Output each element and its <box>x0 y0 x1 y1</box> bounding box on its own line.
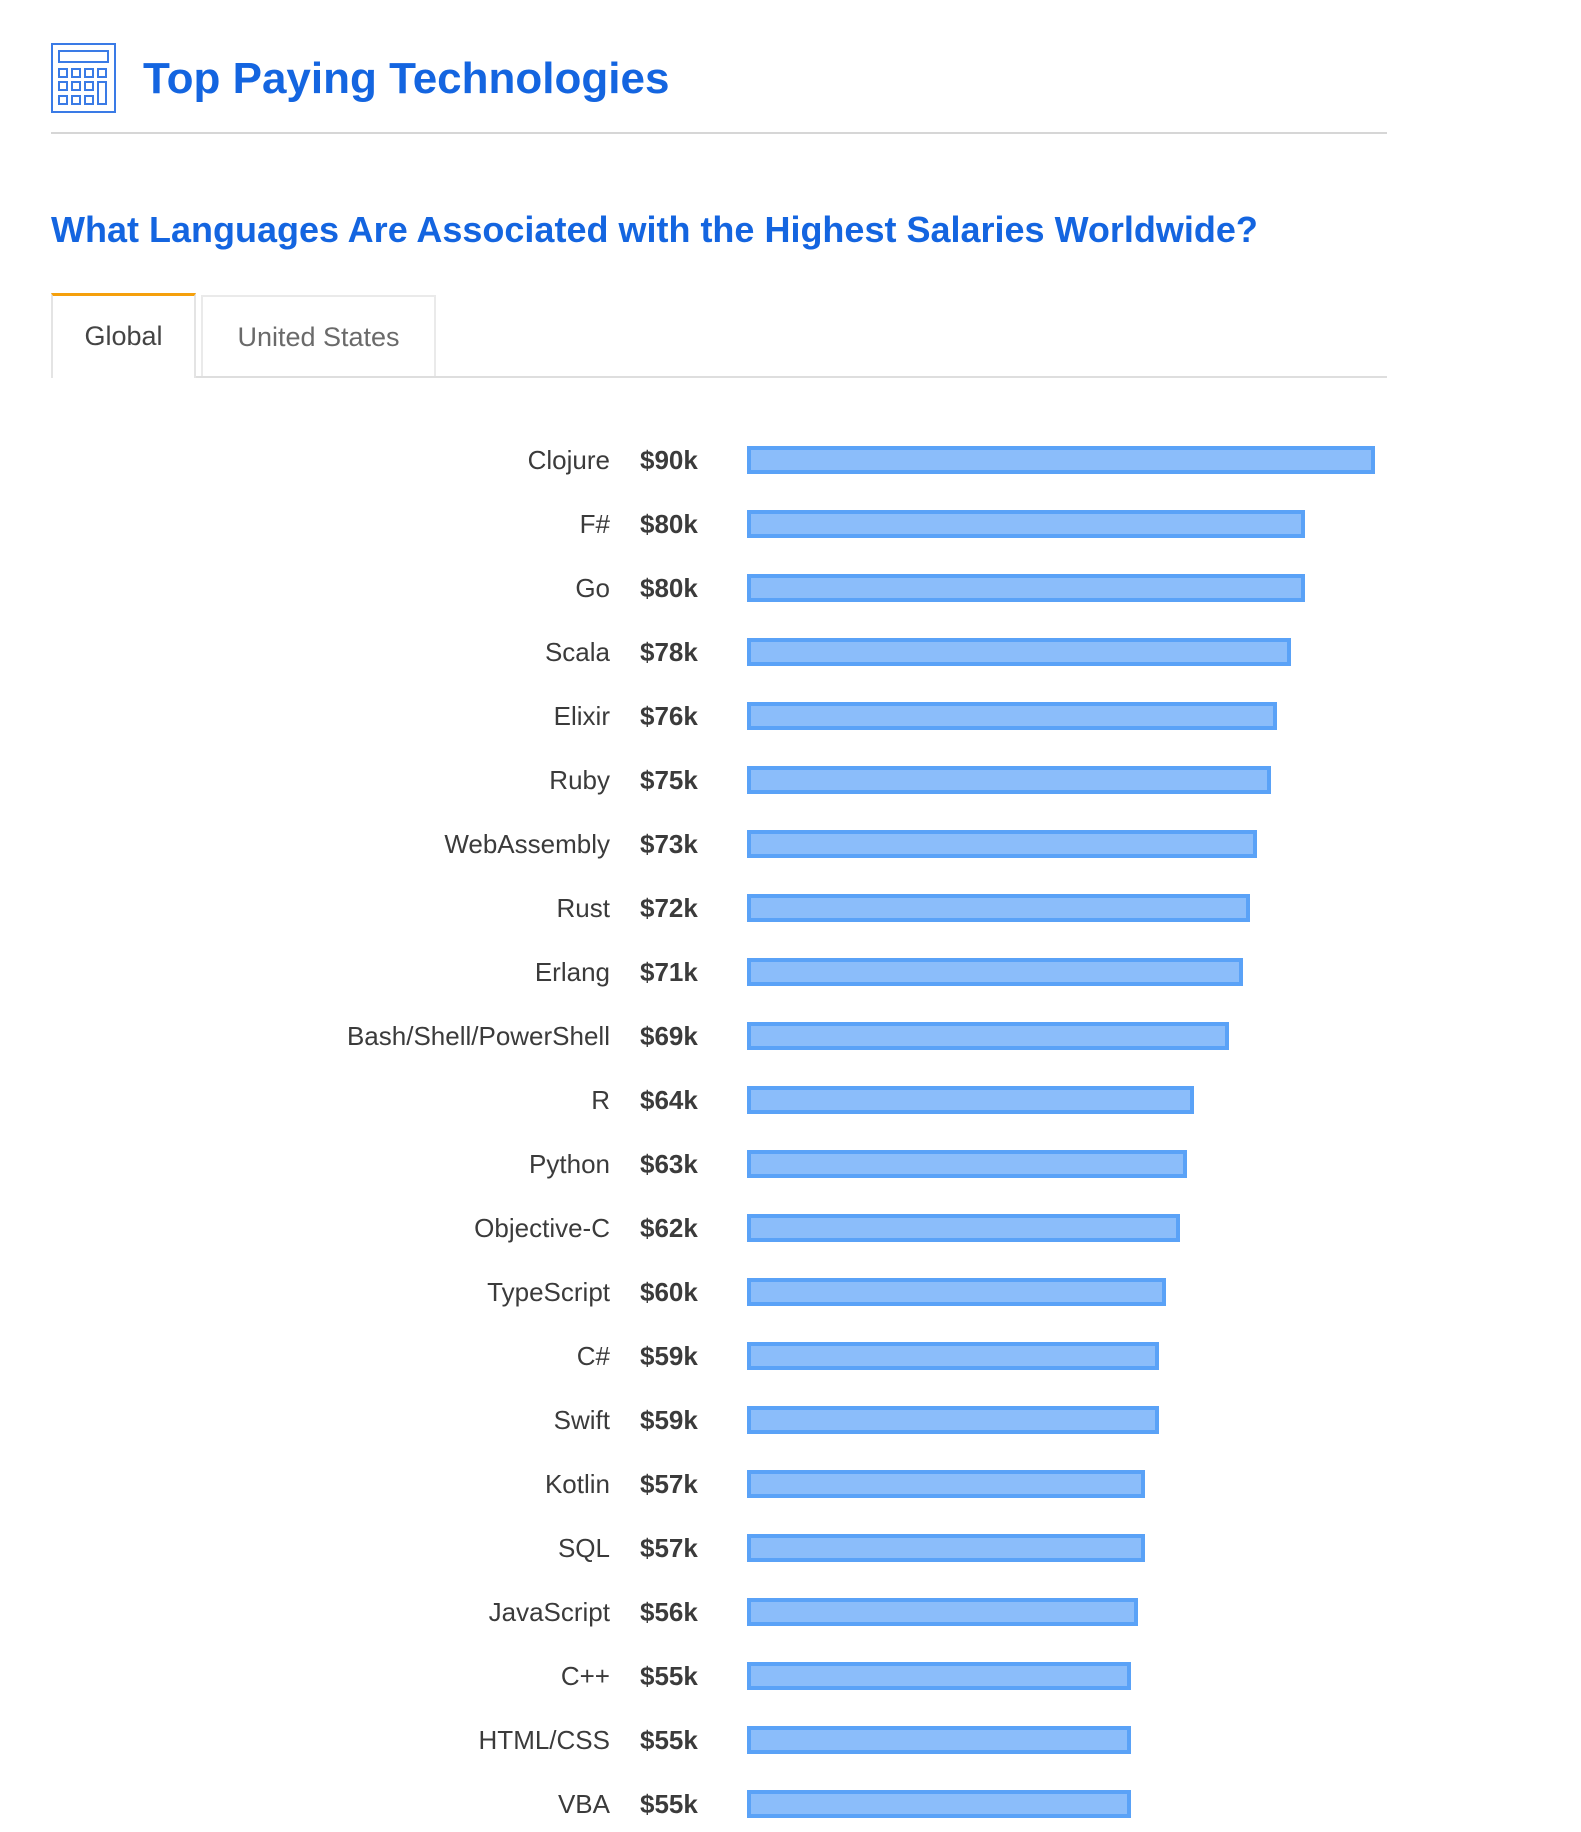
salary-value: $80k <box>640 509 698 539</box>
tab-united-states[interactable]: United States <box>201 295 436 376</box>
salary-bar <box>747 1726 1131 1754</box>
language-label: TypeScript <box>487 1277 610 1307</box>
salary-value: $60k <box>640 1277 698 1307</box>
chart-row: Go $80k <box>0 560 1581 616</box>
chart-row: Python $63k <box>0 1136 1581 1192</box>
header-divider <box>51 132 1387 134</box>
language-label: Swift <box>553 1405 610 1435</box>
salary-bar <box>747 766 1271 794</box>
salary-bar <box>747 1342 1159 1370</box>
salary-value: $55k <box>640 1789 698 1819</box>
salary-value: $90k <box>640 445 698 475</box>
salary-value: $78k <box>640 637 698 667</box>
salary-bar <box>747 446 1375 474</box>
language-label: JavaScript <box>488 1597 610 1627</box>
salary-bar <box>747 1470 1145 1498</box>
chart-row: R $64k <box>0 1072 1581 1128</box>
salary-value: $57k <box>640 1533 698 1563</box>
salary-bar <box>747 1406 1159 1434</box>
salary-value: $62k <box>640 1213 698 1243</box>
chart-row: Objective-C $62k <box>0 1200 1581 1256</box>
salary-value: $75k <box>640 765 698 795</box>
salary-bar <box>747 1278 1166 1306</box>
chart-row: TypeScript $60k <box>0 1264 1581 1320</box>
language-label: Bash/Shell/PowerShell <box>346 1021 610 1051</box>
language-label: WebAssembly <box>444 829 610 859</box>
chart-row: WebAssembly $73k <box>0 816 1581 872</box>
language-label: Clojure <box>527 445 610 475</box>
language-label: C++ <box>560 1661 610 1691</box>
language-label: Go <box>575 573 610 603</box>
chart-row: F# $80k <box>0 496 1581 552</box>
language-label: Objective-C <box>474 1213 610 1243</box>
language-label: Kotlin <box>544 1469 610 1499</box>
salary-bar <box>747 894 1250 922</box>
language-label: F# <box>579 509 610 539</box>
chart-row: VBA $55k <box>0 1776 1581 1832</box>
language-label: Elixir <box>553 701 610 731</box>
chart-row: Erlang $71k <box>0 944 1581 1000</box>
calculator-icon <box>51 43 116 113</box>
salary-bar <box>747 702 1277 730</box>
salary-value: $56k <box>640 1597 698 1627</box>
salary-bar <box>747 1790 1131 1818</box>
salary-bar <box>747 1214 1180 1242</box>
salary-value: $57k <box>640 1469 698 1499</box>
chart-row: Ruby $75k <box>0 752 1581 808</box>
language-label: Erlang <box>534 957 610 987</box>
salary-bar <box>747 830 1257 858</box>
chart-row: HTML/CSS $55k <box>0 1712 1581 1768</box>
salary-value: $69k <box>640 1021 698 1051</box>
salary-bar <box>747 1598 1138 1626</box>
chart-row: Clojure $90k <box>0 432 1581 488</box>
salary-value: $71k <box>640 957 698 987</box>
salary-bar <box>747 1086 1194 1114</box>
language-label: R <box>591 1085 610 1115</box>
salary-value: $55k <box>640 1725 698 1755</box>
salary-value: $72k <box>640 893 698 923</box>
language-label: Python <box>529 1149 610 1179</box>
salary-bar <box>747 1022 1229 1050</box>
salary-value: $55k <box>640 1661 698 1691</box>
salary-value: $76k <box>640 701 698 731</box>
chart-row: Kotlin $57k <box>0 1456 1581 1512</box>
language-label: HTML/CSS <box>478 1725 610 1755</box>
language-label: Rust <box>556 893 610 923</box>
chart-row: Bash/Shell/PowerShell $69k <box>0 1008 1581 1064</box>
chart-row: C# $59k <box>0 1328 1581 1384</box>
language-label: Scala <box>544 637 610 667</box>
page-title: Top Paying Technologies <box>143 54 670 103</box>
chart-row: JavaScript $56k <box>0 1584 1581 1640</box>
tab-global[interactable]: Global <box>51 293 196 378</box>
salary-value: $59k <box>640 1341 698 1371</box>
language-label: SQL <box>557 1533 610 1563</box>
salary-bar <box>747 1534 1145 1562</box>
language-label: VBA <box>557 1789 610 1819</box>
salary-bar <box>747 1662 1131 1690</box>
chart-row: Elixir $76k <box>0 688 1581 744</box>
salary-value: $63k <box>640 1149 698 1179</box>
chart-row: Scala $78k <box>0 624 1581 680</box>
chart-row: C++ $55k <box>0 1648 1581 1704</box>
salary-bar <box>747 574 1305 602</box>
region-tabs: Global United States <box>51 293 1387 378</box>
chart-title: What Languages Are Associated with the H… <box>51 209 1258 250</box>
tabs-divider <box>51 376 1387 378</box>
salary-bar <box>747 510 1305 538</box>
language-label: C# <box>576 1341 610 1371</box>
salary-value: $59k <box>640 1405 698 1435</box>
language-label: Ruby <box>549 765 610 795</box>
chart-row: SQL $57k <box>0 1520 1581 1576</box>
salary-bar <box>747 638 1291 666</box>
salary-value: $73k <box>640 829 698 859</box>
salary-bar <box>747 1150 1187 1178</box>
section-header: Top Paying Technologies <box>51 43 1387 135</box>
salary-value: $80k <box>640 573 698 603</box>
salary-bar <box>747 958 1243 986</box>
chart-row: Swift $59k <box>0 1392 1581 1448</box>
chart-row: Rust $72k <box>0 880 1581 936</box>
salary-value: $64k <box>640 1085 698 1115</box>
